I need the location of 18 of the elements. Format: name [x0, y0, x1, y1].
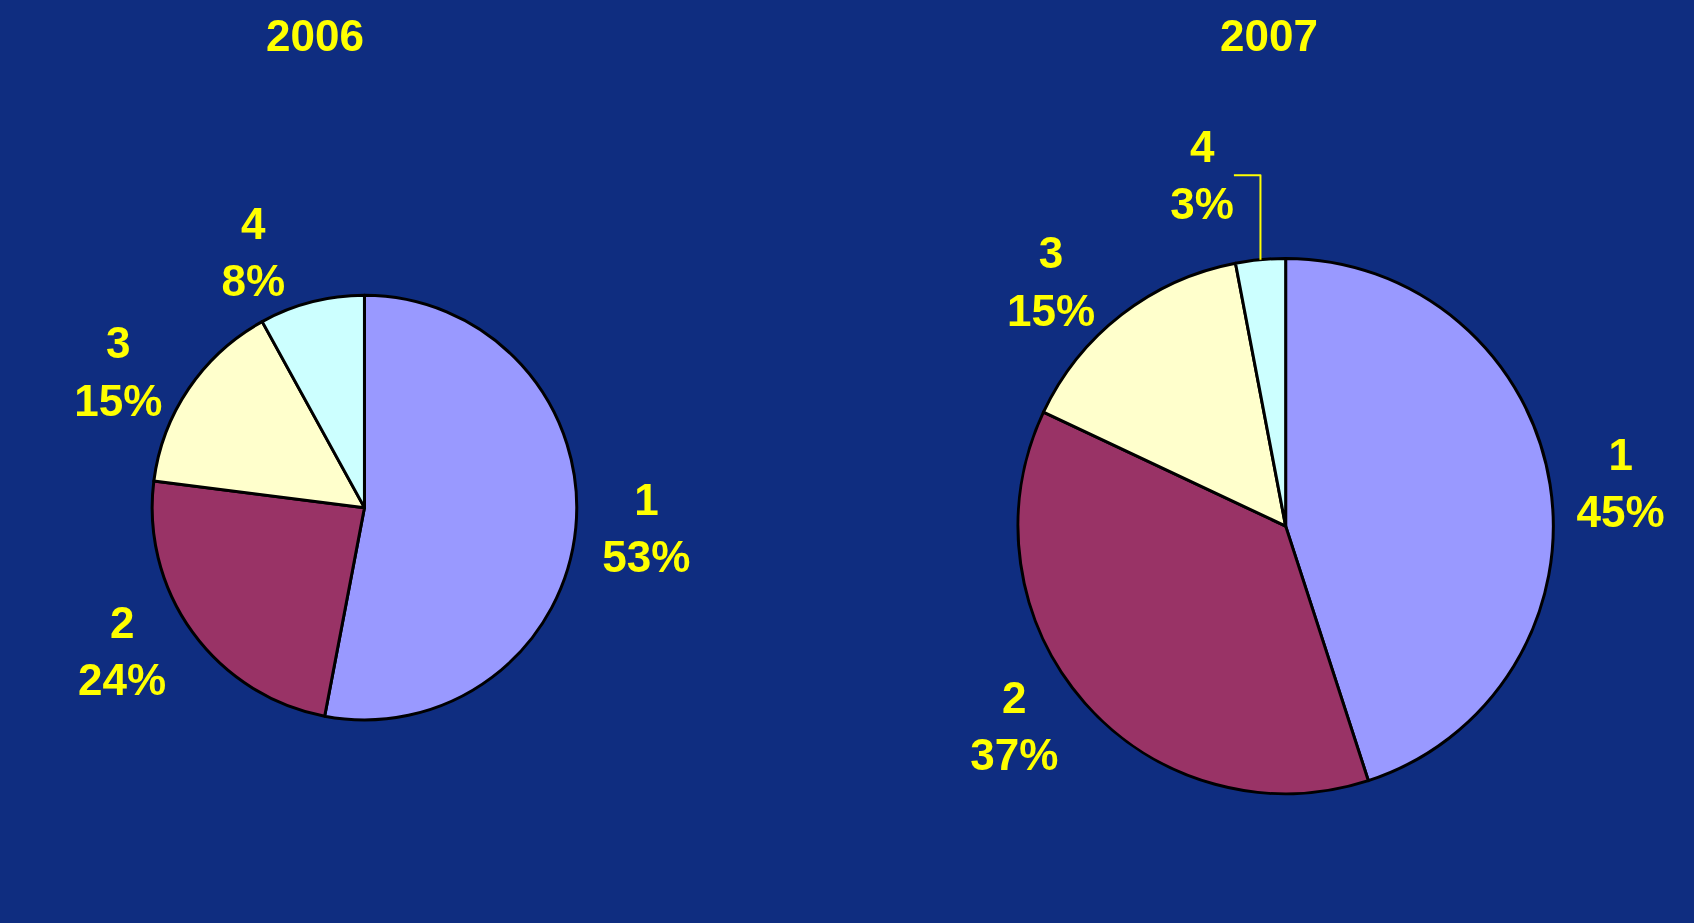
slice-label: 2 [1002, 673, 1027, 723]
slice-label: 1 [634, 475, 659, 524]
slice-label: 1 [1608, 429, 1633, 479]
slice-label: 4 [1189, 122, 1215, 172]
data-label: 15% [74, 375, 163, 425]
data-label: 15% [1006, 285, 1096, 335]
chart-title: 2006 [266, 11, 364, 60]
data-label: 37% [970, 730, 1059, 780]
slice-label: 2 [109, 597, 135, 647]
chart-title: 2007 [1220, 11, 1318, 60]
slice-label: 3 [1038, 228, 1064, 278]
data-label: 53% [602, 532, 691, 582]
slice-label: 4 [241, 199, 267, 249]
slice-label: 3 [106, 318, 131, 368]
data-label: 8% [221, 256, 286, 306]
data-label: 45% [1576, 487, 1665, 537]
data-label: 3% [1170, 179, 1234, 229]
data-label: 24% [78, 654, 167, 704]
